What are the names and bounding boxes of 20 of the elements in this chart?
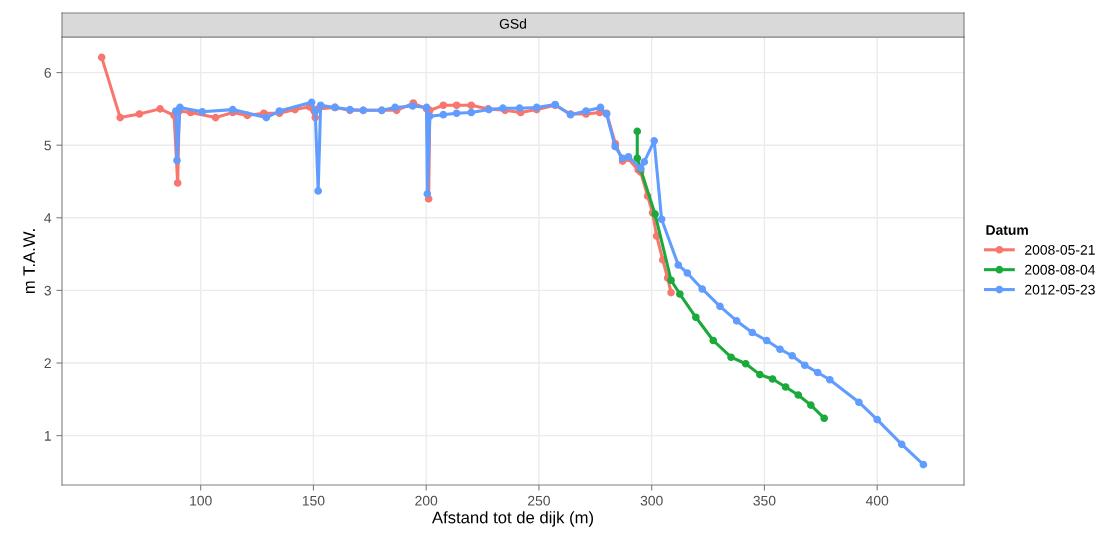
x-tick-label: 400 [865, 495, 889, 506]
x-tick-label: 350 [753, 495, 776, 506]
y-tick-label: 4 [44, 213, 52, 223]
x-tick-label: 150 [302, 495, 325, 506]
y-tick-label: 2 [44, 358, 51, 369]
legend-label: 2008-08-04 [1025, 264, 1096, 275]
x-axis-title: Afstand tot de dijk (m) [431, 511, 594, 527]
x-tick-label: 250 [528, 495, 550, 506]
legend-label: 2008-05-21 [1025, 244, 1095, 255]
chart-title: GSd [499, 18, 526, 29]
x-tick-label: 300 [640, 495, 663, 506]
y-tick-label: 5 [44, 140, 51, 151]
x-tick-label: 200 [415, 495, 438, 506]
y-tick-label: 6 [44, 67, 51, 78]
y-axis-title: m T.A.W. [23, 229, 35, 294]
legend-label: 2012-05-23 [1025, 284, 1095, 295]
x-tick-label: 100 [190, 495, 212, 506]
y-tick-label: 3 [44, 285, 51, 296]
legend-title: Datum [986, 225, 1028, 235]
y-tick-label: 1 [44, 431, 51, 441]
